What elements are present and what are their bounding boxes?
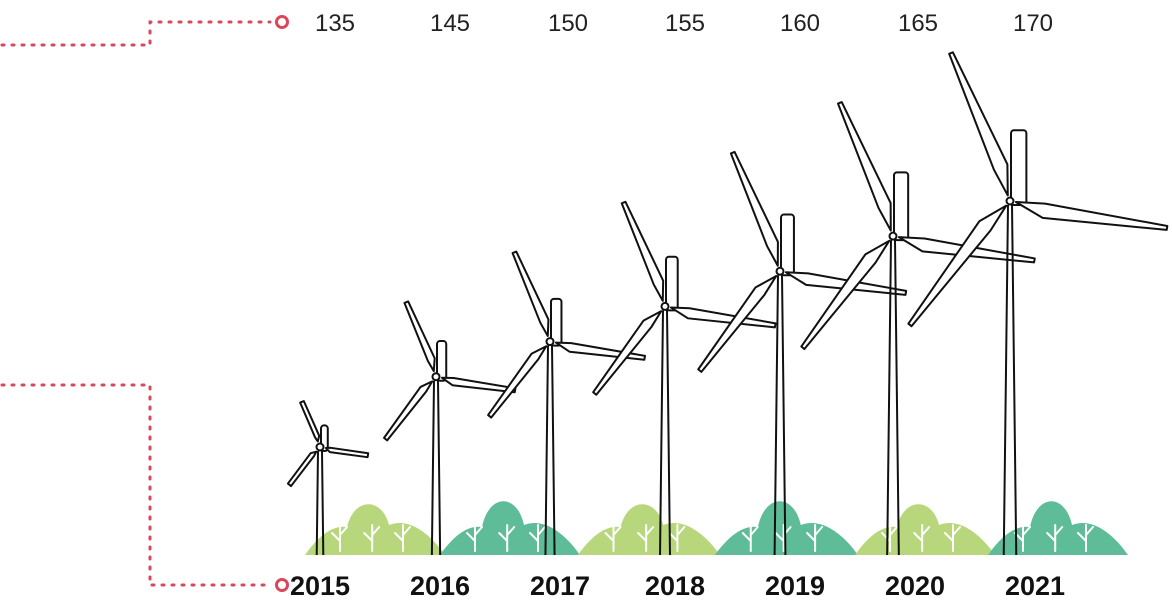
tower [660, 310, 670, 555]
turbine [593, 202, 775, 555]
nacelle [781, 215, 794, 276]
value-label: 160 [780, 10, 820, 37]
bottom-connector [2, 385, 268, 585]
year-label: 2018 [645, 571, 705, 601]
blade [622, 202, 663, 301]
year-label: 2015 [290, 571, 350, 601]
hub [547, 338, 554, 345]
bush [855, 504, 995, 555]
blade [488, 346, 546, 417]
tower [545, 346, 554, 555]
hub [1007, 198, 1014, 205]
bush [440, 501, 580, 555]
nacelle [894, 172, 908, 240]
value-label: 165 [898, 10, 938, 37]
year-label: 2021 [1005, 571, 1065, 601]
value-label: 135 [315, 10, 355, 37]
nacelle [1011, 130, 1026, 205]
blade [288, 452, 316, 486]
blade [1016, 202, 1167, 230]
blade [801, 241, 889, 349]
bush [715, 501, 858, 555]
turbines [288, 52, 1167, 555]
hub [433, 373, 440, 380]
blade [513, 252, 549, 336]
value-label: 145 [430, 10, 470, 37]
top-connector [2, 22, 270, 45]
blade [908, 206, 1006, 327]
bush [578, 504, 720, 555]
top-marker [277, 17, 288, 28]
chart: 135 2015 145 2016 150 2017 155 2018 160 2019 165 20… [0, 0, 1172, 610]
bush [305, 504, 445, 555]
blade [300, 401, 319, 441]
blade [949, 52, 1008, 195]
hub [777, 268, 784, 275]
year-label: 2016 [410, 571, 470, 601]
blade [731, 152, 778, 266]
year-label: 2020 [885, 571, 945, 601]
connectors [2, 17, 288, 591]
blade [671, 307, 776, 327]
year-label: 2017 [530, 571, 590, 601]
page: 135 2015 145 2016 150 2017 155 2018 160 2019 165 20… [0, 0, 1172, 610]
bush [988, 501, 1128, 555]
value-label: 155 [665, 10, 705, 37]
turbine [698, 152, 906, 555]
hub [890, 233, 897, 240]
value-label: 170 [1013, 10, 1053, 37]
hub [317, 444, 324, 451]
bottom-marker [277, 580, 288, 591]
hub [662, 303, 669, 310]
turbine [908, 52, 1167, 555]
blade [838, 102, 891, 230]
blade [404, 301, 434, 371]
tower [432, 381, 440, 555]
blade [442, 378, 515, 393]
value-label: 150 [548, 10, 588, 37]
blade [384, 381, 432, 440]
blade [326, 448, 368, 457]
nacelle [666, 257, 678, 311]
year-label: 2019 [765, 571, 825, 601]
